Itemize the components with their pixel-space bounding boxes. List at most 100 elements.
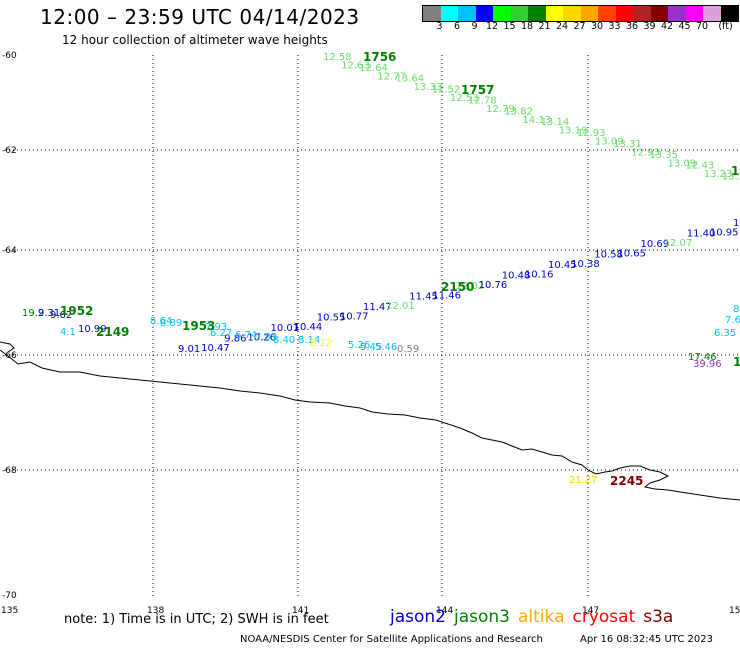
wave-label: 13.23 [704, 169, 733, 180]
scale-swatch [615, 6, 633, 21]
scale-label: 12 [485, 21, 499, 32]
wave-label: 12.77 [377, 71, 406, 82]
wave-label: 7.6 [725, 315, 740, 326]
lon-tick-label: 147 [582, 606, 599, 616]
wave-label: 10.45 [548, 260, 577, 271]
wave-label: 10 [733, 218, 740, 229]
wave-label: 5.45 [360, 342, 382, 353]
scale-swatch [510, 6, 528, 21]
wave-label: 10.26 [247, 332, 276, 343]
scale-swatch [475, 6, 493, 21]
footer-credit: NOAA/NESDIS Center for Satellite Applica… [240, 634, 543, 645]
wave-label: 12.43 [686, 161, 715, 172]
wave-label: 1952 [60, 304, 93, 318]
wave-label: 11.47 [363, 302, 392, 313]
scale-swatch [440, 6, 458, 21]
wave-label: 10.69 [641, 239, 670, 250]
scale-swatch [580, 6, 598, 21]
wave-label: 10.44 [294, 322, 323, 333]
footer-note: note: 1) Time is in UTC; 2) SWH is in fe… [64, 612, 329, 627]
wave-label: 10.65 [617, 248, 646, 259]
wave-label: 13.33 [414, 82, 443, 93]
color-scale-labels: 3 6 9 12 15 18 21 24 27 30 33 36 39 42 45 70 (ft) [422, 21, 740, 33]
scale-swatch [528, 6, 546, 21]
legend-cryosat: cryosat [572, 607, 636, 627]
scale-label: 27 [573, 21, 586, 32]
wave-label: 8.14 [298, 335, 320, 346]
wave-label: 8.64 [150, 316, 172, 327]
scale-label: 39 [643, 21, 656, 32]
wave-label: 2150 [441, 280, 474, 294]
wave-label: 12.58 [323, 52, 352, 63]
scale-swatch [598, 6, 616, 21]
wave-label: 7.83 [255, 332, 277, 343]
wave-label: 12.93 [631, 147, 660, 158]
page-subtitle: 12 hour collection of altimeter wave hei… [62, 33, 328, 47]
lat-tick-label: -68 [2, 466, 17, 476]
wave-label: 21.27 [569, 475, 598, 486]
wave-label: 9.01 [178, 344, 200, 355]
scale-label: 42 [660, 21, 674, 32]
wave-label: 19.2 [22, 308, 44, 319]
wave-label: 6.27 [210, 328, 232, 339]
scale-label: 3 [436, 21, 443, 32]
wave-label: 1953 [182, 319, 215, 333]
lat-tick-label: -66 [2, 351, 17, 361]
color-scale-bar [422, 5, 739, 22]
lat-tick-label: -70 [2, 591, 17, 601]
wave-label: 1757 [461, 83, 494, 97]
wave-label: 10.58 [594, 250, 623, 261]
wave-label: 10.01 [271, 323, 300, 334]
legend-jason2: jason2 [390, 607, 446, 627]
wave-label: 12.52 [432, 85, 461, 96]
wave-label: 9.62 [50, 310, 72, 321]
legend-jason3: jason3 [454, 607, 510, 627]
wave-label: 5.46 [375, 342, 397, 353]
scale-swatch [720, 6, 738, 21]
wave-label: 13.19 [559, 126, 588, 137]
scale-label: 9 [471, 21, 478, 32]
lon-tick-label: 138 [147, 606, 164, 616]
wave-label: 0.59 [397, 344, 419, 355]
wave-label: 11.45 [409, 292, 438, 303]
wave-label: 10.99 [78, 324, 107, 335]
wave-label: 6.35 [714, 328, 736, 339]
lon-tick-label: 135 [1, 606, 18, 616]
wave-label: 10.55 [317, 313, 346, 324]
scale-swatch [703, 6, 721, 21]
wave-label: 7.93 [205, 322, 227, 333]
wave-label: 11.40 [687, 229, 716, 240]
coastline [0, 349, 740, 501]
scale-swatch [493, 6, 511, 21]
wave-label: 12.79 [486, 104, 515, 115]
lon-tick-label: 150 [729, 606, 740, 616]
lat-tick-label: -62 [2, 146, 17, 156]
wave-label: 10.48 [502, 271, 531, 282]
wave-label: 1 [731, 164, 739, 178]
wave-label: 10.77 [340, 311, 369, 322]
wave-label: 2149 [96, 325, 129, 339]
wave-label: 12.02 [456, 281, 485, 292]
wave-label: 1 [733, 355, 740, 369]
wave-label: 9.86 [224, 334, 246, 345]
scale-label: 15 [503, 21, 516, 32]
scale-swatch [563, 6, 581, 21]
wave-label: 10.47 [201, 343, 230, 354]
wave-label: 10.38 [571, 259, 600, 270]
scale-swatch [650, 6, 668, 21]
scale-label: (ft) [718, 21, 733, 32]
scale-label: 18 [520, 21, 534, 32]
wave-label: 11.46 [432, 290, 461, 301]
wave-label: 8.89 [160, 318, 182, 329]
scale-label: 30 [590, 21, 604, 32]
axis-tick-labels: -60 -62 -64 -66 -68 -70 135 138 141 144 147 150 [1, 51, 740, 616]
footer-date: Apr 16 08:32:45 UTC 2023 [580, 634, 713, 645]
scale-label: 36 [625, 21, 639, 32]
wave-label: 12.01 [386, 301, 415, 312]
wave-label: 4.1 [60, 327, 76, 338]
scale-swatch [685, 6, 703, 21]
scale-swatch [423, 6, 441, 21]
scale-swatch [545, 6, 563, 21]
scale-swatch [458, 6, 476, 21]
